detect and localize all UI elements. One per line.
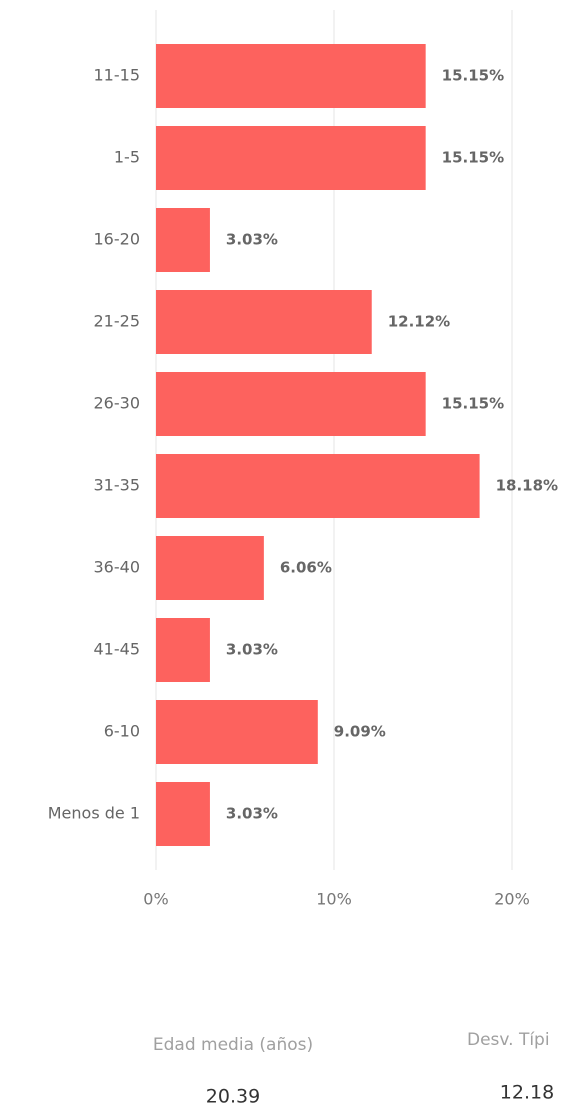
kpi-label: Desv. Típi bbox=[467, 1030, 550, 1050]
bar bbox=[156, 290, 372, 354]
bar bbox=[156, 782, 210, 846]
kpi-label: Edad media (años) bbox=[153, 1035, 313, 1055]
x-tick-label: 0% bbox=[143, 890, 168, 909]
value-label: 15.15% bbox=[442, 67, 504, 85]
bar bbox=[156, 208, 210, 272]
y-tick-label: 6-10 bbox=[104, 722, 140, 741]
value-label: 6.06% bbox=[280, 559, 332, 577]
bar bbox=[156, 454, 480, 518]
y-tick-label: 21-25 bbox=[94, 312, 141, 331]
y-tick-label: 31-35 bbox=[94, 476, 141, 495]
y-tick-label: Menos de 1 bbox=[48, 804, 140, 823]
bar bbox=[156, 372, 426, 436]
y-tick-label: 41-45 bbox=[94, 640, 141, 659]
y-tick-label: 11-15 bbox=[94, 66, 141, 85]
value-label: 15.15% bbox=[442, 395, 504, 413]
y-tick-label: 36-40 bbox=[94, 558, 141, 577]
value-label: 3.03% bbox=[226, 231, 278, 249]
y-tick-label: 26-30 bbox=[94, 394, 141, 413]
x-tick-label: 10% bbox=[316, 890, 352, 909]
value-label: 3.03% bbox=[226, 805, 278, 823]
value-label: 15.15% bbox=[442, 149, 504, 167]
kpi-value: 20.39 bbox=[206, 1086, 260, 1108]
y-tick-label: 16-20 bbox=[94, 230, 141, 249]
bar bbox=[156, 536, 264, 600]
x-tick-label: 20% bbox=[494, 890, 530, 909]
value-label: 12.12% bbox=[388, 313, 450, 331]
value-label: 3.03% bbox=[226, 641, 278, 659]
bar bbox=[156, 44, 426, 108]
kpi-value: 12.18 bbox=[500, 1082, 554, 1104]
value-label: 9.09% bbox=[334, 723, 386, 741]
bar bbox=[156, 618, 210, 682]
bar bbox=[156, 700, 318, 764]
y-tick-label: 1-5 bbox=[114, 148, 140, 167]
value-label: 18.18% bbox=[496, 477, 558, 495]
bar bbox=[156, 126, 426, 190]
